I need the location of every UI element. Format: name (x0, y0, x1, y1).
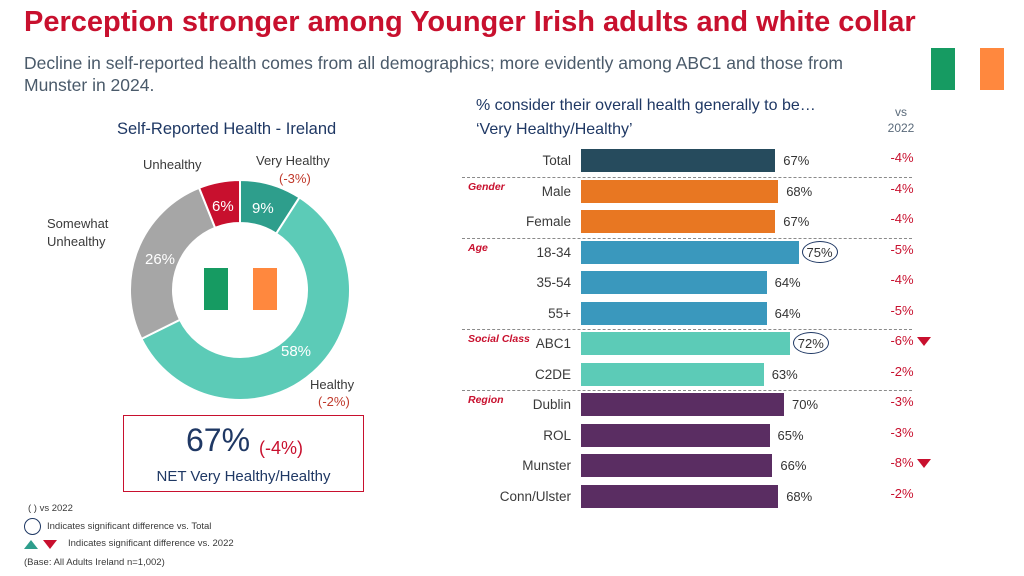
change-conn-ulster: -2% (890, 485, 914, 501)
row-label-abc1: ABC1 (535, 336, 571, 351)
row-label-female: Female (525, 214, 571, 229)
slice-label-very-healthy: 9% (252, 200, 274, 217)
slice-label-unhealthy: 6% (212, 198, 234, 215)
bar-munster (581, 454, 773, 477)
sig-total-circle-icon (792, 332, 829, 354)
change-c2de: -2% (890, 363, 914, 379)
donut-chart (129, 178, 351, 401)
bar-value-male: 68% (786, 183, 813, 199)
vs-2022-header: vs 2022 (887, 105, 915, 135)
page-subtitle: Decline in self-reported health comes fr… (24, 53, 844, 95)
bar-value-rol: 65% (777, 427, 804, 443)
bar-value-35-54: 64% (774, 275, 801, 290)
bar-18-34 (581, 240, 799, 264)
irish-flag-green-stripe (931, 48, 955, 90)
triangle-up-icon (24, 540, 38, 549)
group-label-age: Age (468, 241, 488, 254)
change-female: -4% (890, 211, 914, 226)
change-very-healthy: (-3%) (279, 171, 311, 186)
change-dublin: -3% (890, 394, 914, 409)
vs-note: ( ) vs 2022 (28, 503, 73, 514)
change-18-34: -5% (890, 241, 914, 257)
row-label-c2de: C2DE (534, 366, 571, 382)
donut-title: Self-Reported Health - Ireland (117, 120, 337, 138)
legend-unhealthy: Unhealthy (143, 157, 202, 172)
bar-value-c2de: 63% (771, 366, 798, 382)
row-label-55-: 55+ (548, 305, 571, 321)
page-title: Perception stronger among Younger Irish … (24, 6, 916, 38)
group-label-gender: Gender (468, 180, 505, 193)
bar-female (581, 210, 776, 233)
sig-total-circle-icon (24, 518, 41, 535)
row-label-rol: ROL (543, 427, 571, 443)
slice-label-somewhat-unhealthy: 26% (145, 251, 176, 268)
bar-chart-title: % consider their overall health generall… (476, 97, 816, 138)
triangle-down-icon (43, 540, 57, 549)
row-label-total: Total (542, 153, 571, 168)
change-abc1: -6% (890, 333, 914, 348)
bar-conn-ulster (581, 484, 779, 508)
base-note: (Base: All Adults Ireland n=1,002) (24, 557, 165, 568)
triangle-note: Indicates significant difference vs. 202… (68, 538, 234, 549)
group-separator (462, 237, 912, 239)
change-total: -4% (890, 150, 914, 165)
group-separator (462, 176, 912, 178)
bar-value-dublin: 70% (792, 397, 819, 412)
bar-total (581, 149, 776, 172)
irish-flag-orange-stripe (980, 48, 1004, 90)
bar-dublin (581, 393, 784, 416)
net-change: (-4%) (259, 438, 303, 458)
legend-somewhat-unhealthy: Somewhat Unhealthy (47, 216, 109, 249)
net-summary-box: 67% (-4%) NET Very Healthy/Healthy (123, 415, 364, 492)
bar-35-54 (581, 271, 767, 294)
group-label-region: Region (468, 394, 504, 406)
net-label: NET Very Healthy/Healthy (156, 468, 331, 485)
net-value: 67% (186, 422, 251, 458)
row-label-conn-ulster: Conn/Ulster (499, 488, 571, 504)
sig-total-circle-icon (801, 240, 838, 263)
sig-2022-down-triangle-icon (917, 459, 931, 468)
bar-value-55-: 64% (774, 305, 801, 321)
bar-male (581, 179, 779, 203)
row-label-male: Male (541, 183, 571, 199)
sig-2022-down-triangle-icon (917, 337, 931, 346)
row-label-18-34: 18-34 (536, 244, 571, 260)
donut-flag-orange (253, 268, 277, 310)
donut-flag-green (204, 268, 228, 310)
change-munster: -8% (890, 455, 914, 470)
group-separator (462, 390, 912, 391)
bar-abc1 (581, 332, 790, 355)
bar-rol (581, 423, 770, 447)
bar-value-conn-ulster: 68% (786, 488, 813, 504)
bar-value-munster: 66% (780, 458, 807, 473)
row-label-35-54: 35-54 (536, 275, 571, 290)
slice-label-healthy: 58% (281, 343, 312, 360)
donut-slice-healthy (140, 196, 351, 401)
change-55-: -5% (890, 302, 914, 318)
legend-very-healthy: Very Healthy (256, 153, 330, 168)
legend-healthy: Healthy (310, 377, 355, 392)
bar-value-female: 67% (783, 214, 810, 229)
change-35-54: -4% (890, 272, 914, 287)
donut-slice-unhealthy (197, 178, 241, 230)
row-label-dublin: Dublin (532, 397, 571, 412)
change-healthy: (-2%) (318, 394, 350, 409)
bar-value-total: 67% (783, 153, 810, 168)
group-separator (462, 329, 912, 330)
change-male: -4% (890, 180, 914, 196)
group-label-social-class: Social Class (468, 333, 530, 345)
row-label-munster: Munster (522, 458, 571, 473)
change-rol: -3% (890, 424, 914, 440)
bar-c2de (581, 362, 764, 386)
circle-note: Indicates significant difference vs. Tot… (47, 521, 212, 532)
bar-55- (581, 301, 767, 325)
